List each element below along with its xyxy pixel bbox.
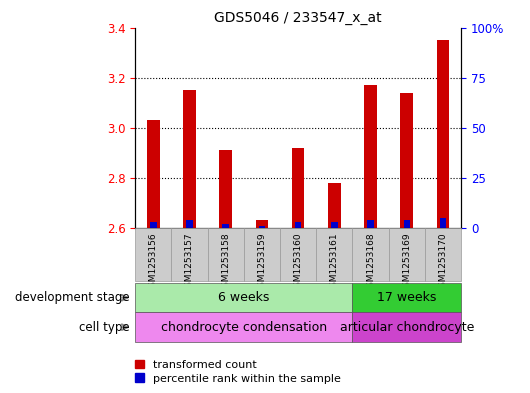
Text: GSM1253170: GSM1253170 [438,232,447,293]
Bar [316,228,352,281]
Bar [259,226,265,228]
Bar [388,228,425,281]
Bar [352,228,388,281]
Title: GDS5046 / 233547_x_at: GDS5046 / 233547_x_at [214,11,382,25]
Text: development stage: development stage [15,291,130,304]
Text: cell type: cell type [79,321,130,334]
Bar [364,85,377,228]
Bar [150,222,156,228]
Bar [280,228,316,281]
Bar [208,228,244,281]
Bar [244,228,280,281]
Text: 17 weeks: 17 weeks [377,291,437,304]
Bar [219,150,232,228]
Bar [352,312,461,342]
Bar [223,224,229,228]
Text: GSM1253160: GSM1253160 [294,232,303,293]
Text: GSM1253159: GSM1253159 [258,232,267,293]
Text: GSM1253169: GSM1253169 [402,232,411,293]
Bar [292,148,304,228]
Bar [403,220,410,228]
Bar [328,183,341,228]
Bar [171,228,208,281]
Bar [183,90,196,228]
Bar [425,228,461,281]
Bar [135,312,352,342]
Bar [147,120,160,228]
Bar [135,283,352,312]
Bar [440,218,446,228]
Text: GSM1253156: GSM1253156 [149,232,158,293]
Bar [186,220,193,228]
Text: GSM1253168: GSM1253168 [366,232,375,293]
Bar [437,40,449,228]
Text: GSM1253161: GSM1253161 [330,232,339,293]
Bar [295,222,302,228]
Bar [367,220,374,228]
Bar [255,220,268,228]
Text: GSM1253158: GSM1253158 [221,232,230,293]
Bar [401,93,413,228]
Legend: transformed count, percentile rank within the sample: transformed count, percentile rank withi… [135,360,341,384]
Text: GSM1253157: GSM1253157 [185,232,194,293]
Text: 6 weeks: 6 weeks [218,291,269,304]
Bar [352,283,461,312]
Text: chondrocyte condensation: chondrocyte condensation [161,321,327,334]
Bar [135,228,171,281]
Text: articular chondrocyte: articular chondrocyte [340,321,474,334]
Bar [331,222,338,228]
